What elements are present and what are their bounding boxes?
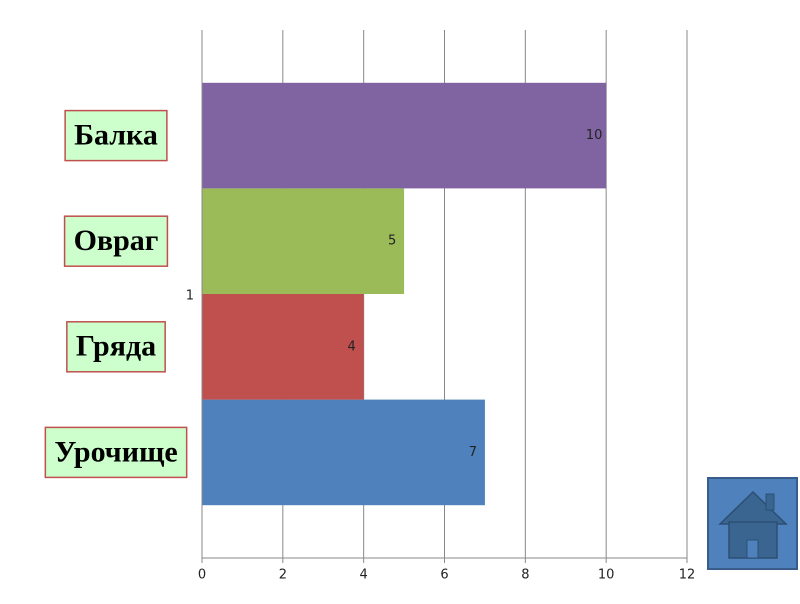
home-door <box>746 539 759 559</box>
bar <box>202 188 405 294</box>
bar <box>202 82 607 189</box>
series-label: Балка <box>64 109 168 162</box>
home-button[interactable] <box>707 477 798 570</box>
x-tick-label: 12 <box>679 568 696 583</box>
series-name: Гряда <box>76 330 156 363</box>
bar <box>202 294 364 400</box>
data-label: 7 <box>469 445 477 460</box>
x-tick-label: 8 <box>521 568 529 583</box>
series-label-box <box>44 426 188 479</box>
series-name: Балка <box>74 118 158 151</box>
series-label-box <box>64 109 168 162</box>
x-tick-label: 4 <box>360 568 368 583</box>
series-label-box <box>66 321 166 373</box>
x-tick-label: 10 <box>598 568 615 583</box>
home-chimney <box>765 493 775 511</box>
series-label: Урочище <box>44 426 188 479</box>
series-name: Урочище <box>54 435 177 468</box>
y-tick-label: 1 <box>186 289 194 304</box>
x-tick-label: 0 <box>198 568 206 583</box>
data-label: 5 <box>388 234 396 249</box>
data-label: 10 <box>586 128 603 143</box>
bar <box>202 399 485 506</box>
data-label: 4 <box>348 339 356 354</box>
x-tick-label: 2 <box>279 568 287 583</box>
series-label: Овраг <box>63 215 169 267</box>
series-name: Овраг <box>74 224 159 257</box>
series-label: Гряда <box>66 321 166 373</box>
x-tick-label: 6 <box>440 568 448 583</box>
plot: 0 2 4 6 8 10 12 1 7 Урочище 4 Гряда 5 Овраг 10 Балка <box>44 30 696 583</box>
series-label-box <box>63 215 169 267</box>
